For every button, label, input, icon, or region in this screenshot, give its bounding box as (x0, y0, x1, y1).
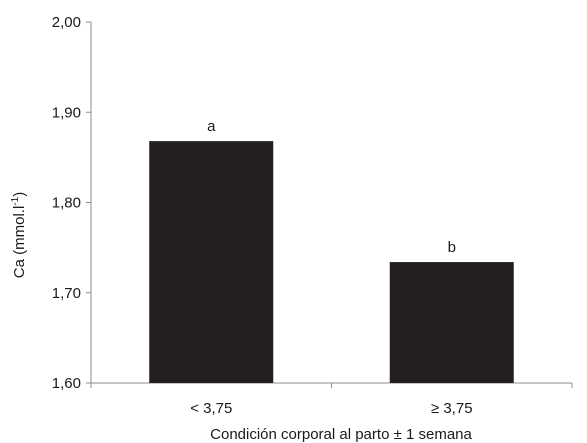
y-tick-label: 2,00 (52, 14, 81, 31)
bars (149, 141, 514, 383)
bar-data-label: b (448, 239, 456, 256)
bar (389, 262, 514, 383)
data-labels: ab (207, 118, 456, 256)
y-tick-label: 1,90 (52, 104, 81, 121)
x-tick-label: ≥ 3,75 (431, 400, 473, 417)
x-tick-label: < 3,75 (190, 400, 232, 417)
bar (149, 141, 274, 383)
y-axis-title-end: ) (11, 192, 28, 197)
x-axis-title: Condición corporal al parto ± 1 semana (210, 426, 472, 443)
y-axis-title-main: Ca (mmol.l (11, 206, 28, 279)
y-axis: 1,60 1,70 1,80 1,90 2,00 (52, 14, 92, 392)
y-tick-label: 1,70 (52, 285, 81, 302)
x-axis: < 3,75 ≥ 3,75 (90, 382, 573, 417)
bar-data-label: a (207, 118, 216, 135)
y-tick-label: 1,80 (52, 195, 81, 212)
y-axis-title-superscript: -1 (10, 196, 21, 205)
y-axis-title: Ca (mmol.l-1) (10, 192, 28, 278)
y-tick-label: 1,60 (52, 375, 81, 392)
